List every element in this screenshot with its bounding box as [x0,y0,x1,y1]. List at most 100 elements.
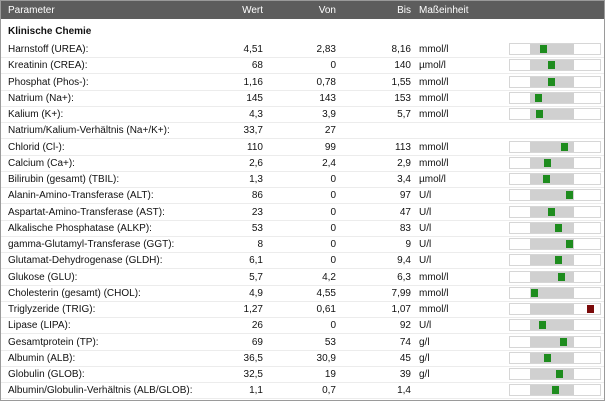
cell-name: gamma-Glutamyl-Transferase (GGT): [8,239,175,250]
cell-von: 0 [330,190,336,202]
reference-range [530,190,574,201]
table-row: Albumin/Globulin-Verhältnis (ALB/GLOB): 1… [1,382,604,400]
range-indicator [509,43,601,55]
cell-bis: 5,7 [397,109,411,120]
table-row: Alanin-Amino-Transferase (ALT): 86 0 97 U/l [1,187,604,205]
cell-name: Kalium (K+): [8,109,64,120]
cell-name: Triglyzeride (TRIG): [8,304,96,315]
reference-range [530,157,574,168]
reference-range [530,44,574,54]
value-marker [543,353,551,362]
cell-name: Harnstoff (UREA): [8,44,89,55]
range-indicator [509,368,601,380]
cell-name: Natrium (Na+): [8,92,74,104]
value-marker [551,386,559,395]
cell-name: Natrium/Kalium-Verhältnis (Na+/K+): [8,125,170,137]
header-cell: Von [318,5,336,16]
cell-wert: 4,51 [243,44,263,55]
range-indicator [509,221,601,234]
value-marker [547,61,555,70]
cell-bis: 97 [399,190,411,202]
cell-bis: 74 [399,336,411,348]
cell-bis: 140 [394,60,411,72]
cell-bis: 1,07 [391,304,411,315]
cell-wert: 6,1 [249,255,263,267]
cell-wert: 23 [251,206,263,218]
cell-von: 0 [330,255,336,267]
cell-wert: 5,7 [249,271,263,283]
cell-name: Calcium (Ca+): [8,157,75,169]
cell-von: 0,61 [316,304,336,315]
cell-von: 99 [324,141,336,153]
table-row: Lipase (LIPA): 26 0 92 U/l [1,317,604,335]
range-indicator [509,351,601,364]
cell-wert: 26 [251,320,263,332]
cell-name: Kreatinin (CREA): [8,60,88,72]
cell-name: Lipase (LIPA): [8,320,71,332]
cell-bis: 3,4 [397,174,411,185]
value-marker [586,305,594,313]
table-row: Chlorid (Cl-): 110 99 113 mmol/l [1,139,604,156]
cell-unit: U/l [419,206,432,218]
cell-unit: µmol/l [419,174,446,185]
cell-wert: 8 [257,239,263,250]
cell-bis: 1,4 [397,385,411,397]
cell-von: 0 [330,174,336,185]
value-marker [565,240,573,248]
table-row: Glukose (GLU): 5,7 4,2 6,3 mmol/l [1,269,604,286]
table-row: Aspartat-Amino-Transferase (AST): 23 0 47 U/… [1,204,604,221]
cell-bis: 92 [399,320,411,332]
value-marker [561,142,569,151]
cell-unit: U/l [419,239,432,250]
reference-range [530,222,574,233]
cell-unit: U/l [419,255,432,267]
header-cell: Wert [242,5,263,16]
value-marker [536,110,544,118]
cell-name: Glutamat-Dehydrogenase (GLDH): [8,255,163,267]
cell-von: 27 [324,125,336,137]
cell-wert: 4,9 [249,287,263,299]
value-marker [557,272,565,281]
cell-von: 3,9 [322,109,336,120]
table-row: Natrium (Na+): 145 143 153 mmol/l [1,90,604,107]
table-row: Triglyzeride (TRIG): 1,27 0,61 1,07 mmol/l [1,301,604,318]
cell-bis: 9 [405,239,411,250]
range-indicator [509,254,601,267]
range-indicator [509,286,601,299]
value-marker [544,158,552,167]
cell-von: 0 [330,206,336,218]
range-indicator [509,156,601,169]
cell-von: 143 [319,92,336,104]
cell-wert: 32,5 [243,369,263,380]
cell-bis: 6,3 [397,271,411,283]
range-indicator [509,238,601,250]
cell-wert: 145 [246,92,263,104]
reference-range [530,287,574,298]
value-marker [554,223,562,232]
cell-wert: 69 [251,336,263,348]
cell-unit: U/l [419,190,432,202]
cell-bis: 9,4 [397,255,411,267]
cell-bis: 8,16 [391,44,411,55]
cell-unit: mmol/l [419,271,449,283]
cell-wert: 1,1 [249,385,263,397]
cell-bis: 39 [399,369,411,380]
reference-range [530,369,574,379]
range-indicator [509,270,601,283]
cell-von: 0 [330,222,336,234]
cell-von: 2,83 [316,44,336,55]
cell-name: Cholesterin (gesamt) (CHOL): [8,287,141,299]
cell-wert: 1,27 [243,304,263,315]
cell-bis: 7,99 [391,287,411,299]
reference-range [530,271,574,282]
value-marker [530,288,538,297]
table-header: Parameter Wert Von Bis Maßeinheit [1,1,604,19]
table-row: Natrium/Kalium-Verhältnis (Na+/K+): 33,7 2… [1,122,604,140]
cell-name: Alanin-Amino-Transferase (ALT): [8,190,154,202]
range-indicator [509,189,601,202]
cell-von: 0 [330,239,336,250]
reference-range [530,320,574,331]
cell-wert: 1,3 [249,174,263,185]
reference-range [530,255,574,266]
cell-unit: mmol/l [419,287,449,299]
